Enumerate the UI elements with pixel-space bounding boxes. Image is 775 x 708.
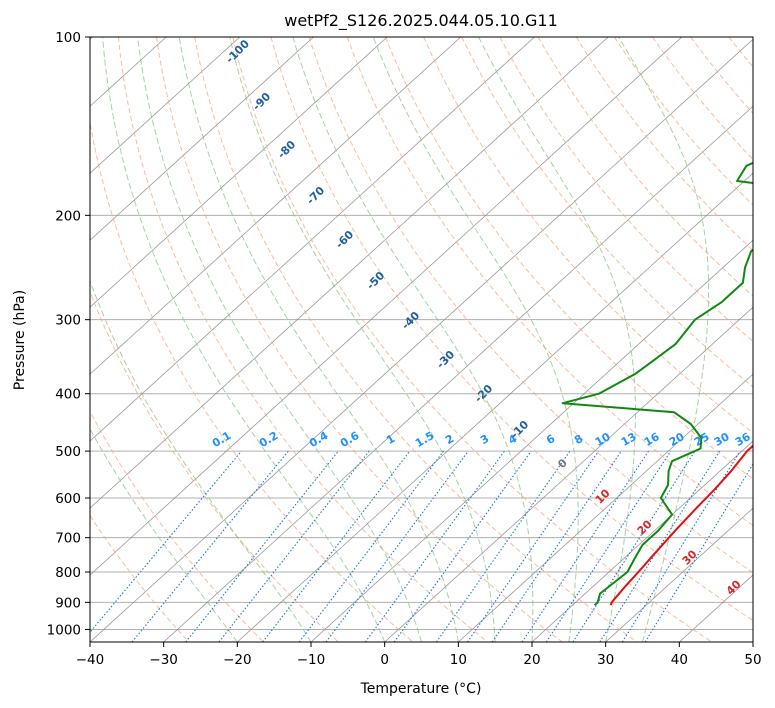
x-tick-label: −30: [149, 652, 178, 668]
y-tick-label: 400: [55, 387, 81, 403]
dry-adiabat-line: [270, 37, 753, 622]
y-tick-label: 800: [55, 565, 81, 581]
dewpoint-profile-line: [561, 161, 753, 606]
mixing-ratio-line: [545, 450, 672, 642]
isotherm-line: [90, 37, 535, 442]
mixing-ratio-line: [644, 463, 753, 642]
x-tick-label: 20: [523, 652, 540, 668]
x-tick-label: 40: [671, 652, 688, 668]
dry-adiabat-line: [461, 37, 753, 388]
dry-adiabat-line: [194, 37, 638, 642]
mixing-ratio-line: [298, 450, 444, 642]
isotherm-line: [163, 105, 753, 642]
y-tick-label: 900: [55, 595, 81, 611]
y-axis-label: Pressure (hPa): [12, 290, 28, 390]
mixing-ratio-line: [393, 450, 532, 642]
chart-title: wetPf2_S126.2025.044.05.10.G11: [284, 11, 558, 31]
mixing-ratio-line: [572, 450, 696, 642]
moist-adiabat-line: [102, 37, 386, 642]
isotherm-line: [90, 37, 388, 308]
isotherm-line: [237, 172, 753, 642]
moist-adiabat-line: [292, 37, 534, 642]
moist-adiabat-line: [178, 37, 459, 642]
dry-adiabat-line: [117, 37, 488, 642]
moist-adiabat-line: [90, 427, 238, 642]
x-tick-label: −40: [76, 652, 105, 668]
mixing-ratio-line: [131, 450, 289, 642]
x-tick-label: 30: [597, 652, 614, 668]
isotherm-line: [531, 440, 753, 642]
isotherm-line: [90, 37, 683, 576]
x-axis-ticks: −40 −30 −20 −10 0 10 20 30 40 50: [76, 642, 762, 668]
dry-adiabat-line: [537, 37, 753, 297]
dry-adiabat-line: [575, 37, 753, 252]
isotherm-line: [384, 306, 753, 642]
moist-adiabat-line: [372, 37, 579, 642]
temperature-profile-line: [609, 444, 753, 606]
dry-adiabat-line: [90, 119, 414, 642]
dry-adiabat-line: [499, 37, 753, 343]
mixing-ratio-line: [325, 450, 469, 642]
dry-adiabat-line: [385, 37, 753, 480]
y-tick-label: 700: [55, 531, 81, 547]
x-tick-label: 50: [744, 652, 761, 668]
profile-lines: [561, 161, 753, 606]
y-tick-label: 1000: [47, 622, 81, 638]
x-tick-label: 0: [380, 652, 389, 668]
x-tick-label: −20: [223, 652, 252, 668]
x-tick-label: −10: [297, 652, 326, 668]
isotherm-line: [90, 37, 462, 375]
x-tick-label: 10: [450, 652, 467, 668]
plot-frame: [89, 36, 754, 643]
y-tick-label: 300: [55, 313, 81, 329]
mixing-ratio-line: [262, 450, 411, 642]
isotherm-line: [90, 37, 609, 509]
dry-adiabat-line: [652, 37, 753, 161]
dry-adiabat-line: [232, 37, 712, 642]
isotherm-line: [90, 37, 241, 174]
y-tick-label: 200: [55, 208, 81, 224]
dry-adiabat-line: [423, 37, 753, 434]
y-tick-label: 600: [55, 491, 81, 507]
x-axis-label: Temperature (°C): [360, 681, 482, 697]
mixing-ratio-line: [364, 450, 505, 642]
moist-adiabat-line: [137, 37, 422, 642]
mixing-ratio-line: [90, 450, 242, 634]
y-tick-label: 100: [55, 30, 81, 46]
isotherm-line: [605, 507, 753, 642]
y-axis-ticks: 100 200 300 400 500 600 700 800 900 1000: [47, 30, 90, 638]
isotherm-line: [90, 38, 753, 642]
isotherm-line: [90, 37, 314, 241]
y-tick-label: 500: [55, 444, 81, 460]
pressure-gridlines: [90, 214, 753, 630]
dry-adiabat-line: [308, 37, 753, 574]
mixing-ratio-line: [185, 450, 339, 642]
mixing-ratio-line: [435, 450, 571, 642]
background-lines: [90, 37, 753, 642]
mixing-ratio-line: [467, 450, 599, 642]
moist-adiabat-line: [478, 37, 636, 642]
isotherm-line: [458, 373, 753, 642]
